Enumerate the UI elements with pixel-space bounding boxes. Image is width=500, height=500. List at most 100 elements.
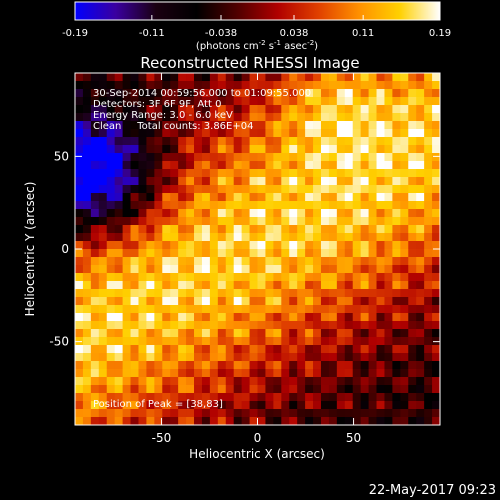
heatmap-cell (241, 353, 250, 362)
heatmap-cell (154, 385, 163, 394)
heatmap-cell (106, 161, 116, 170)
heatmap-cell (416, 257, 425, 266)
heatmap-cell (75, 121, 84, 130)
heatmap-cell (320, 137, 330, 146)
heatmap-cell (162, 353, 171, 362)
heatmap-cell (241, 385, 250, 394)
heatmap-cell (98, 289, 108, 298)
heatmap-cell (424, 129, 433, 138)
heatmap-cell (130, 113, 139, 122)
heatmap-cell (217, 161, 227, 170)
heatmap-cell (368, 281, 377, 290)
heatmap-cell (273, 289, 282, 298)
heatmap-cell (328, 81, 338, 90)
heatmap-cell (305, 225, 314, 234)
heatmap-cell (154, 249, 163, 258)
heatmap-cell (98, 417, 108, 426)
heatmap-cell (297, 129, 306, 138)
heatmap-cell (162, 393, 171, 402)
heatmap-cell (328, 369, 338, 378)
heatmap-cell (249, 297, 258, 306)
heatmap-cell (313, 233, 322, 242)
heatmap-cell (416, 297, 425, 306)
heatmap-cell (305, 209, 314, 218)
heatmap-cell (368, 81, 377, 90)
heatmap-cell (249, 81, 258, 90)
heatmap-cell (114, 217, 123, 226)
heatmap-cell (424, 145, 433, 154)
heatmap-cell (344, 137, 354, 146)
heatmap-cell (82, 169, 92, 178)
heatmap-cell (328, 185, 338, 194)
heatmap-cell (416, 369, 425, 378)
heatmap-cell (146, 217, 155, 226)
heatmap-cell (313, 313, 322, 322)
heatmap-cell (194, 129, 203, 138)
heatmap-cell (249, 161, 258, 170)
heatmap-cell (162, 305, 171, 314)
heatmap-cell (154, 209, 163, 218)
heatmap-cell (170, 97, 179, 106)
heatmap-cell (225, 289, 235, 298)
heatmap-cell (313, 137, 322, 146)
heatmap-cell (154, 417, 163, 426)
heatmap-cell (305, 217, 314, 226)
heatmap-cell (98, 393, 108, 402)
heatmap-cell (265, 345, 274, 354)
heatmap-cell (376, 337, 385, 346)
heatmap-cell (376, 121, 385, 130)
heatmap-cell (186, 193, 195, 202)
heatmap-cell (225, 305, 235, 314)
heatmap-cell (82, 185, 92, 194)
heatmap-cell (432, 105, 441, 114)
heatmap-cell (368, 337, 377, 346)
heatmap-cell (400, 185, 409, 194)
heatmap-cell (146, 121, 155, 130)
heatmap-cell (170, 361, 179, 370)
heatmap-cell (241, 393, 250, 402)
heatmap-cell (416, 281, 425, 290)
heatmap-cell (209, 177, 219, 186)
heatmap-cell (344, 321, 354, 330)
heatmap-cell (384, 401, 393, 410)
heatmap-cell (424, 177, 433, 186)
heatmap-cell (217, 305, 227, 314)
heatmap-cell (281, 249, 290, 258)
heatmap-cell (194, 89, 203, 98)
heatmap-cell (273, 369, 282, 378)
heatmap-cell (186, 249, 195, 258)
heatmap-cell (130, 209, 139, 218)
heatmap-cell (170, 121, 179, 130)
heatmap-cell (408, 73, 417, 82)
heatmap-cell (130, 361, 139, 370)
heatmap-cell (320, 361, 330, 370)
heatmap-cell (98, 321, 108, 330)
heatmap-cell (138, 97, 147, 106)
heatmap-cell (194, 393, 203, 402)
heatmap-cell (138, 153, 147, 162)
y-tick-label: -50 (49, 335, 69, 349)
heatmap-cell (376, 361, 385, 370)
heatmap-cell (320, 401, 330, 410)
heatmap-cell (344, 185, 354, 194)
heatmap-cell (328, 409, 338, 418)
heatmap-cell (146, 185, 155, 194)
heatmap-cell (400, 89, 409, 98)
heatmap-cell (178, 193, 187, 202)
heatmap-cell (130, 81, 139, 90)
heatmap-cell (138, 313, 147, 322)
heatmap-cell (416, 217, 425, 226)
heatmap-cell (186, 233, 195, 242)
heatmap-cell (289, 217, 298, 226)
heatmap-cell (225, 81, 235, 90)
heatmap-cell (225, 121, 235, 130)
heatmap-cell (146, 385, 155, 394)
heatmap-cell (273, 201, 282, 210)
heatmap-cell (249, 249, 258, 258)
heatmap-cell (146, 337, 155, 346)
heatmap-cell (376, 89, 385, 98)
heatmap-cell (297, 249, 306, 258)
heatmap-cell (154, 185, 163, 194)
heatmap-cell (146, 249, 155, 258)
heatmap-cell (257, 129, 266, 138)
